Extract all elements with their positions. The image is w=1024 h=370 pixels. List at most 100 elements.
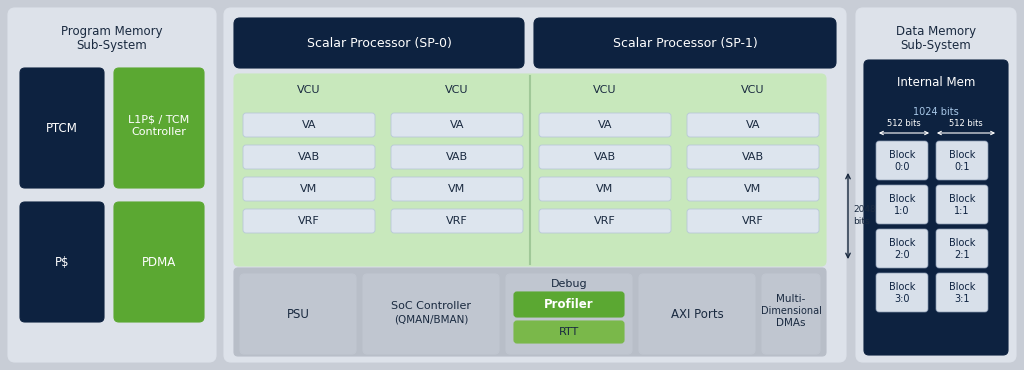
FancyBboxPatch shape: [234, 74, 826, 266]
Text: VA: VA: [598, 120, 612, 130]
FancyBboxPatch shape: [687, 177, 819, 201]
FancyBboxPatch shape: [762, 274, 820, 354]
Text: VAB: VAB: [445, 152, 468, 162]
Text: VA: VA: [745, 120, 760, 130]
Text: VCU: VCU: [593, 85, 616, 95]
Text: PTCM: PTCM: [46, 121, 78, 135]
FancyBboxPatch shape: [506, 274, 632, 354]
Text: Profiler: Profiler: [544, 299, 594, 312]
FancyBboxPatch shape: [539, 177, 671, 201]
Text: P$: P$: [54, 256, 70, 269]
Text: VA: VA: [302, 120, 316, 130]
Text: VRF: VRF: [594, 216, 615, 226]
FancyBboxPatch shape: [243, 177, 375, 201]
Text: 3:1: 3:1: [954, 293, 970, 303]
Text: VAB: VAB: [594, 152, 616, 162]
Text: 1:1: 1:1: [954, 205, 970, 215]
Text: VCU: VCU: [445, 85, 469, 95]
FancyBboxPatch shape: [687, 113, 819, 137]
Text: Sub-System: Sub-System: [77, 40, 147, 53]
FancyBboxPatch shape: [224, 8, 846, 362]
Text: bits: bits: [853, 216, 869, 225]
Text: VRF: VRF: [742, 216, 764, 226]
FancyBboxPatch shape: [936, 229, 988, 268]
FancyBboxPatch shape: [534, 18, 836, 68]
FancyBboxPatch shape: [876, 185, 928, 224]
FancyBboxPatch shape: [539, 209, 671, 233]
Text: VCU: VCU: [741, 85, 765, 95]
Text: Block: Block: [949, 282, 975, 292]
Text: 2048: 2048: [853, 205, 876, 215]
Text: VM: VM: [744, 184, 762, 194]
FancyBboxPatch shape: [936, 141, 988, 180]
FancyBboxPatch shape: [114, 68, 204, 188]
FancyBboxPatch shape: [391, 177, 523, 201]
Text: 0:0: 0:0: [894, 161, 909, 172]
Text: VM: VM: [300, 184, 317, 194]
FancyBboxPatch shape: [936, 185, 988, 224]
Text: RTT: RTT: [559, 327, 580, 337]
FancyBboxPatch shape: [243, 145, 375, 169]
Text: Debug: Debug: [551, 279, 588, 289]
Text: Block: Block: [889, 149, 915, 159]
FancyBboxPatch shape: [234, 18, 524, 68]
FancyBboxPatch shape: [362, 274, 499, 354]
Text: VM: VM: [596, 184, 613, 194]
Text: L1P$ / TCM: L1P$ / TCM: [128, 114, 189, 124]
Text: Block: Block: [889, 238, 915, 248]
FancyBboxPatch shape: [243, 209, 375, 233]
Text: VCU: VCU: [297, 85, 321, 95]
Text: 512 bits: 512 bits: [887, 118, 921, 128]
FancyBboxPatch shape: [687, 209, 819, 233]
Text: VRF: VRF: [446, 216, 468, 226]
Text: SoC Controller: SoC Controller: [391, 301, 471, 311]
FancyBboxPatch shape: [514, 321, 624, 343]
Text: VA: VA: [450, 120, 464, 130]
Text: VAB: VAB: [742, 152, 764, 162]
FancyBboxPatch shape: [856, 8, 1016, 362]
Text: 3:0: 3:0: [894, 293, 909, 303]
FancyBboxPatch shape: [864, 60, 1008, 355]
Text: 1:0: 1:0: [894, 205, 909, 215]
Text: Block: Block: [949, 238, 975, 248]
Text: Scalar Processor (SP-0): Scalar Processor (SP-0): [306, 37, 452, 50]
Text: 0:1: 0:1: [954, 161, 970, 172]
FancyBboxPatch shape: [391, 209, 523, 233]
FancyBboxPatch shape: [876, 273, 928, 312]
FancyBboxPatch shape: [514, 292, 624, 317]
FancyBboxPatch shape: [639, 274, 755, 354]
Text: Internal Mem: Internal Mem: [897, 77, 975, 90]
FancyBboxPatch shape: [391, 113, 523, 137]
FancyBboxPatch shape: [936, 273, 988, 312]
Text: PDMA: PDMA: [142, 256, 176, 269]
FancyBboxPatch shape: [240, 274, 356, 354]
Text: Program Memory: Program Memory: [61, 26, 163, 38]
Text: Block: Block: [949, 194, 975, 204]
Text: VM: VM: [449, 184, 466, 194]
Text: Dimensional: Dimensional: [761, 306, 821, 316]
FancyBboxPatch shape: [687, 145, 819, 169]
Text: 512 bits: 512 bits: [949, 118, 983, 128]
Text: AXI Ports: AXI Ports: [671, 307, 723, 320]
Text: Scalar Processor (SP-1): Scalar Processor (SP-1): [612, 37, 758, 50]
Text: Controller: Controller: [131, 127, 186, 137]
Text: DMAs: DMAs: [776, 318, 806, 328]
FancyBboxPatch shape: [539, 145, 671, 169]
FancyBboxPatch shape: [20, 68, 104, 188]
FancyBboxPatch shape: [391, 145, 523, 169]
Text: Block: Block: [889, 282, 915, 292]
Text: Block: Block: [889, 194, 915, 204]
Text: Data Memory: Data Memory: [896, 26, 976, 38]
FancyBboxPatch shape: [876, 229, 928, 268]
Text: PSU: PSU: [287, 307, 309, 320]
Text: (QMAN/BMAN): (QMAN/BMAN): [394, 315, 468, 325]
FancyBboxPatch shape: [114, 202, 204, 322]
FancyBboxPatch shape: [243, 113, 375, 137]
FancyBboxPatch shape: [539, 113, 671, 137]
Text: VRF: VRF: [298, 216, 319, 226]
Text: Sub-System: Sub-System: [901, 40, 972, 53]
Text: 1024 bits: 1024 bits: [913, 107, 958, 117]
FancyBboxPatch shape: [8, 8, 216, 362]
Text: Block: Block: [949, 149, 975, 159]
Text: 2:0: 2:0: [894, 249, 909, 259]
